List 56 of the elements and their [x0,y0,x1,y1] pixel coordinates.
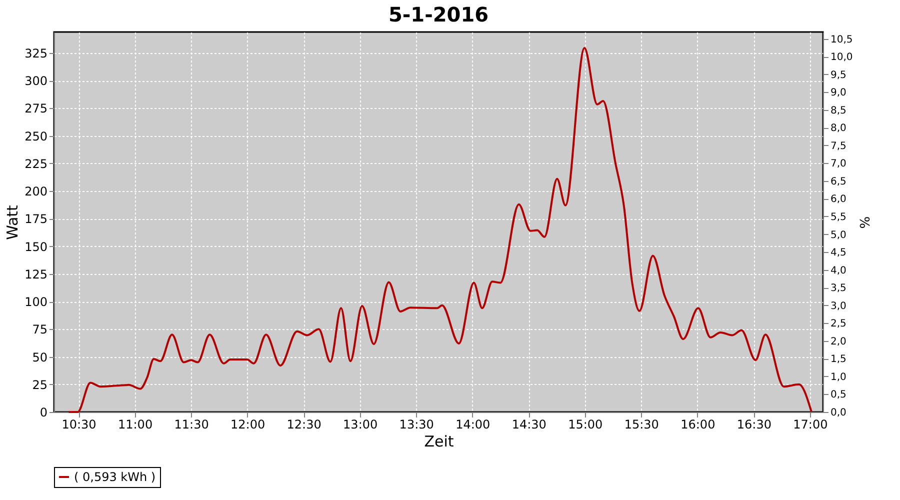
x-tick-label: 15:00 [568,418,603,432]
y-tick-label: 300 [24,74,48,88]
y-axis-title: Watt [4,204,22,240]
y2-tick-label: 4,5 [830,248,846,259]
y2-tick-label: 1,5 [830,354,846,366]
y2-tick-label: 6,5 [830,176,846,188]
x-tick-label: 16:30 [736,418,772,432]
y-tick-label: 75 [32,322,48,337]
legend-label: ( 0,593 kWh ) [74,470,156,484]
y2-tick-label: 2,0 [830,336,846,348]
y2-tick-label: 10,0 [830,52,853,64]
y2-tick-label: 5,5 [830,212,846,223]
x-tick-label: 16:00 [680,418,716,432]
x-tick-label: 15:30 [624,418,659,432]
line-series [68,47,813,413]
x-axis-title: Zeit [424,432,454,450]
y2-tick-label: 9,0 [830,88,846,99]
y2-tick-label: 3,5 [830,283,846,294]
y-tick-label: 275 [24,102,48,116]
y2-tick-label: 4,0 [830,265,846,276]
y-tick-label: 100 [24,295,48,310]
y2-tick-label: 0,5 [830,390,846,401]
y-tick-label: 125 [24,267,48,282]
y2-tick-label: 5,0 [830,230,846,241]
x-tick-label: 14:00 [456,418,490,432]
x-tick-label: 12:30 [286,418,322,432]
y2-tick-label: 0,0 [830,408,846,418]
y2-tick-label: 7,5 [830,140,846,152]
y-tick-label: 175 [24,212,48,226]
y2-tick-label: 3,0 [830,300,846,312]
x-tick-label: 11:30 [174,418,209,432]
y2-tick-label: 8,0 [830,123,846,134]
y-tick-label: 0 [40,406,48,420]
y2-tick-label: 8,5 [830,105,846,116]
x-tick-label: 12:00 [230,418,266,432]
y2-tick-label: 1,0 [830,372,846,383]
y-tick-label: 325 [24,46,48,60]
x-tick-label: 17:00 [793,418,828,432]
chart-title: 5-1-2016 [388,2,489,26]
x-tick-label: 13:30 [399,418,434,432]
y-tick-label: 150 [24,240,48,254]
y2-tick-label: 9,5 [830,70,846,81]
x-tick-label: 14:30 [512,418,546,432]
y-tick-label: 200 [24,184,48,199]
x-tick-label: 10:30 [62,418,96,432]
x-tick-label: 11:00 [118,418,153,432]
y2-tick-label: 6,0 [830,194,846,206]
y-tick-label: 50 [32,350,48,364]
y-tick-label: 25 [32,378,48,392]
y2-axis-title: % [856,216,871,229]
y2-tick-label: 10,5 [830,34,853,46]
y2-tick-label: 7,0 [830,158,846,170]
y-tick-label: 250 [24,129,48,144]
y-tick-label: 225 [24,156,48,171]
y2-tick-label: 2,5 [830,318,846,330]
x-tick-label: 13:00 [343,418,378,432]
